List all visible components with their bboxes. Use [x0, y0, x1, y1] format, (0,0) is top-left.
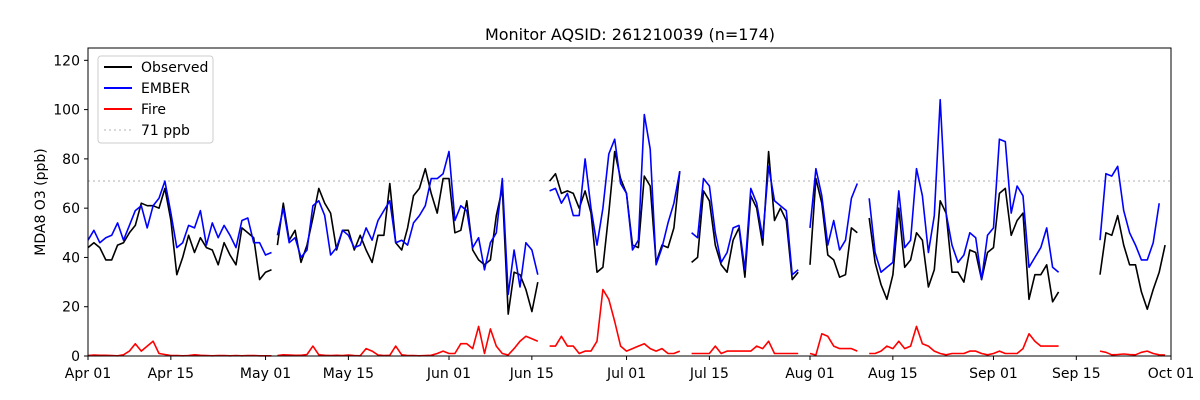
series-line-observed-segment-1 [87, 187, 272, 281]
series-line-ember-segment-7 [1099, 165, 1160, 261]
series-line-fire-segment-5 [809, 332, 858, 356]
series-line-ember-segment-1 [87, 180, 272, 256]
y-axis-label: MDA8 O3 (ppb) [33, 148, 49, 256]
y-tick-label: 100 [53, 103, 80, 119]
series-line-observed-segment-6 [868, 187, 1060, 303]
series-line-fire-segment-1 [87, 340, 272, 357]
series-line-fire-segment-2 [277, 325, 539, 357]
plot-area [87, 47, 1172, 357]
series-line-ember-segment-5 [809, 167, 859, 251]
x-tick-label: Jul 01 [606, 366, 646, 382]
x-tick-label: Aug 01 [785, 366, 835, 382]
legend-label-71-ppb: 71 ppb [141, 123, 190, 139]
series-line-fire-segment-7 [1099, 350, 1166, 356]
y-tick-label: 20 [62, 300, 80, 316]
plot-frame [87, 47, 1172, 357]
legend-label-ember: EMBER [141, 81, 190, 97]
y-tick-label: 40 [62, 250, 80, 266]
x-tick-label: Apr 01 [65, 366, 111, 382]
legend-box [97, 55, 214, 144]
series-line-observed-segment-2 [276, 167, 539, 315]
y-tick-label: 0 [71, 349, 80, 365]
x-tick-label: Aug 15 [868, 366, 918, 382]
series-line-fire-segment-4 [691, 340, 799, 355]
series-line-observed-segment-7 [1099, 214, 1166, 311]
series-line-observed-segment-4 [691, 150, 799, 281]
x-tick-label: Jul 15 [689, 366, 729, 382]
series-line-ember-segment-4 [691, 165, 799, 276]
series-line-fire-segment-3 [549, 288, 681, 355]
chart-title: Monitor AQSID: 261210039 (n=174) [485, 25, 775, 44]
legend-label-fire: Fire [141, 102, 166, 118]
legend-label-observed: Observed [141, 60, 208, 76]
x-tick-label: Sep 01 [969, 366, 1018, 382]
x-tick-label: May 01 [240, 366, 291, 382]
x-tick-label: Sep 15 [1052, 366, 1101, 382]
series-line-ember-segment-2 [276, 150, 539, 296]
y-tick-label: 80 [62, 152, 80, 168]
x-tick-label: Jun 01 [426, 366, 471, 382]
x-tick-label: Oct 01 [1148, 366, 1194, 382]
y-axis: 0 20 40 60 80 100 120 [53, 53, 88, 365]
x-axis: Apr 01 Apr 15 May 01 May 15 Jun 01 Jun 15 Jul … [65, 356, 1194, 382]
x-tick-label: Jun 15 [509, 366, 554, 382]
series-line-observed-segment-5 [809, 177, 858, 279]
y-tick-label: 60 [62, 201, 80, 217]
legend: Observed EMBER Fire 71 ppb [97, 55, 214, 144]
x-tick-label: May 15 [323, 366, 374, 382]
x-tick-label: Apr 15 [148, 366, 194, 382]
series-line-ember-segment-6 [868, 98, 1060, 281]
series-line-fire-segment-6 [869, 325, 1059, 356]
series-line-ember-segment-3 [549, 113, 681, 266]
y-tick-label: 120 [53, 53, 80, 69]
